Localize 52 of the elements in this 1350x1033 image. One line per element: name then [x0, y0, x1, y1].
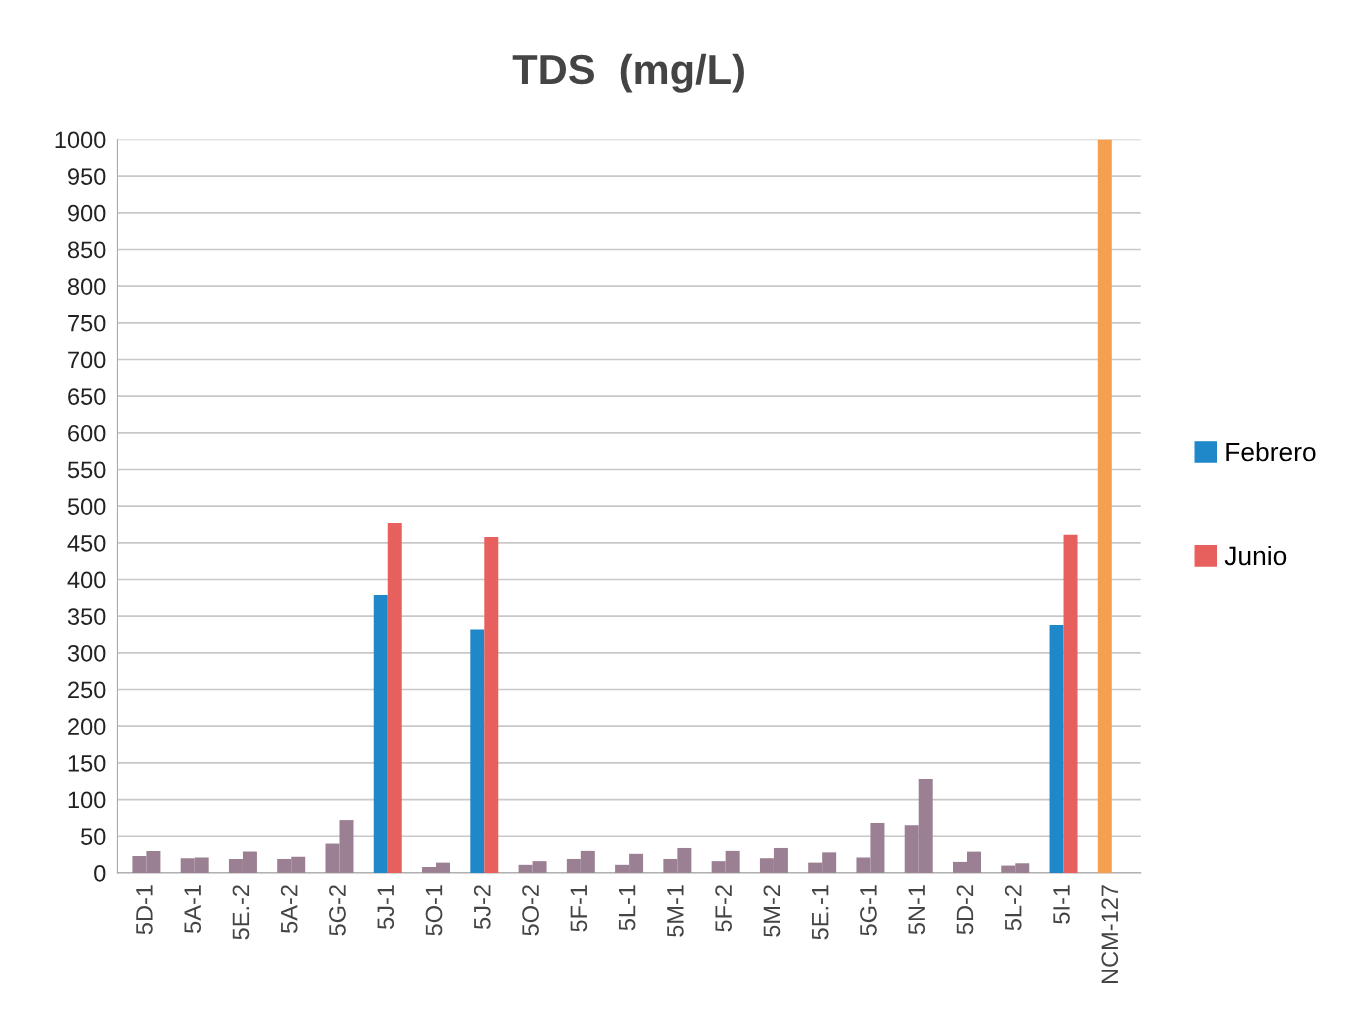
- x-tick-label: 5A-1: [184, 885, 202, 933]
- x-tick-label: 5E.-2: [232, 885, 250, 940]
- y-tick-label: 350: [67, 608, 106, 625]
- x-tick-label: 5F-1: [570, 885, 588, 932]
- y-tick-label: 800: [67, 278, 106, 295]
- y-tick-label: 600: [68, 424, 106, 442]
- x-tick-label: 5L-1: [618, 885, 636, 931]
- x-tick-label: 5M-2: [763, 885, 781, 937]
- x-tick-label: 5E.-1: [812, 885, 829, 940]
- x-tick-label: 5M-1: [667, 885, 684, 937]
- bar: [373, 594, 388, 873]
- bar: [1049, 624, 1064, 873]
- y-tick-label: 250: [68, 681, 106, 699]
- x-tick-label: 5O-1: [425, 885, 443, 936]
- x-tick-label: 5D-1: [136, 885, 153, 935]
- x-tick-label: 5O-2: [522, 885, 539, 936]
- y-tick-label: 0: [94, 864, 106, 882]
- chart-title: TDS (mg/L): [512, 53, 744, 93]
- x-tick-label: 5G-2: [329, 885, 346, 936]
- bar: [1063, 534, 1078, 873]
- x-tick-label: 5J-1: [377, 885, 395, 929]
- x-tick-label: 5J-2: [473, 885, 491, 929]
- y-tick-label: 400: [67, 571, 106, 589]
- y-tick-label: 300: [67, 644, 106, 662]
- y-tick-label: 1000: [55, 131, 106, 149]
- legend-label: Junio: [1224, 545, 1287, 566]
- y-tick-label: 450: [67, 534, 106, 552]
- x-tick-label: 5F-2: [715, 885, 732, 932]
- y-tick-label: 900: [68, 204, 106, 222]
- bar: [387, 523, 402, 873]
- x-tick-label: 5D-2: [956, 885, 974, 935]
- y-tick-label: 950: [68, 168, 106, 185]
- x-tick-label: NCM-127: [1101, 885, 1119, 984]
- bar: [1097, 139, 1112, 873]
- y-tick-label: 500: [67, 498, 106, 515]
- y-tick-label: 200: [68, 718, 106, 735]
- y-tick-label: 650: [68, 388, 106, 405]
- y-tick-label: 750: [68, 314, 106, 332]
- y-tick-label: 850: [67, 241, 106, 259]
- x-tick-label: 5L-2: [1004, 885, 1022, 931]
- y-tick-label: 50: [81, 828, 106, 845]
- bar: [470, 629, 485, 873]
- y-tick-label: 100: [68, 791, 106, 809]
- y-tick-label: 700: [68, 351, 106, 369]
- legend-label: Febrero: [1226, 441, 1316, 462]
- y-tick-label: 150: [68, 754, 106, 772]
- x-tick-label: 5I-1: [1053, 885, 1070, 924]
- bar: [484, 536, 499, 873]
- x-tick-label: 5G-1: [860, 885, 877, 936]
- x-tick-label: 5N-1: [908, 885, 926, 935]
- y-tick-label: 550: [67, 461, 106, 479]
- x-tick-label: 5A-2: [280, 885, 298, 933]
